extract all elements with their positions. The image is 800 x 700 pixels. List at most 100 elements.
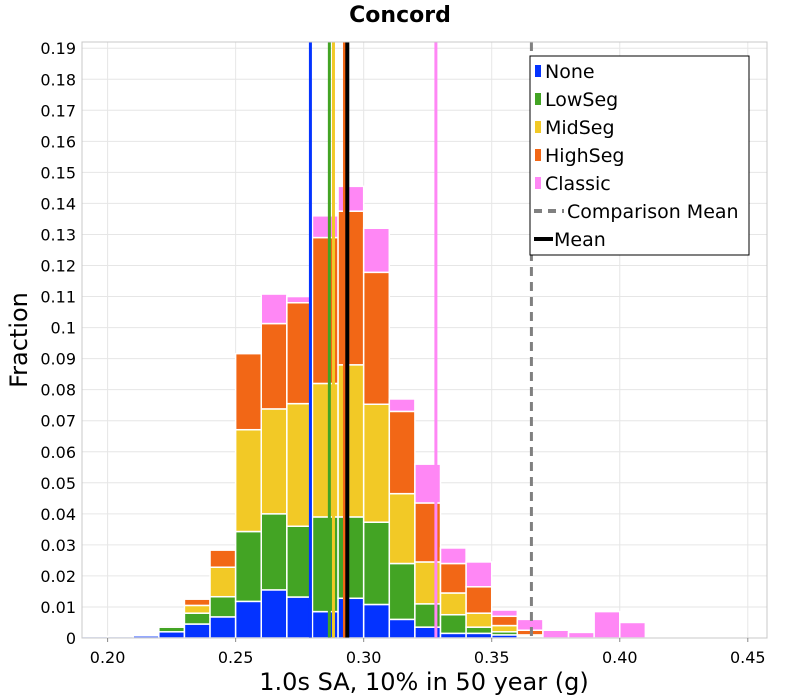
y-tick-label: 0.01 <box>40 598 76 617</box>
y-tick-label: 0.19 <box>40 39 76 58</box>
x-tick-label: 0.35 <box>474 648 510 667</box>
bar-midseg-11 <box>362 403 391 523</box>
x-tick-label: 0.30 <box>346 648 382 667</box>
bar-none-3 <box>158 631 186 639</box>
bar-classic-12 <box>388 398 416 413</box>
plot-area-border <box>81 41 768 639</box>
bar-lowseg-11 <box>362 521 391 606</box>
y-tick-label: 0.18 <box>40 70 76 89</box>
bar-lowseg-6 <box>234 530 263 603</box>
x-tick-label: 0.40 <box>602 648 638 667</box>
legend-swatch-none <box>535 65 541 77</box>
legend-label-comparison-mean: Comparison Mean <box>567 201 739 223</box>
bar-midseg-6 <box>234 428 263 533</box>
legend-label-midseg: MidSeg <box>545 117 615 139</box>
y-tick-label: 0.03 <box>40 536 76 555</box>
y-tick-label: 0.09 <box>40 350 76 369</box>
y-tick-label: 0.06 <box>40 443 76 462</box>
bar-lowseg-14 <box>439 613 467 635</box>
bar-lowseg-10 <box>337 516 365 600</box>
stacked-bars <box>81 185 647 639</box>
y-tick-label: 0.16 <box>40 132 76 151</box>
bar-none-7 <box>260 589 288 639</box>
bar-classic-14 <box>439 547 467 565</box>
bar-midseg-3 <box>158 624 186 628</box>
bar-midseg-10 <box>337 364 365 518</box>
mean-lines <box>308 42 533 638</box>
legend-label-mean: Mean <box>554 229 606 251</box>
x-axis-ticks: 0.20 0.25 0.30 0.35 0.40 0.45 <box>90 638 766 667</box>
bar-none-4 <box>183 623 211 639</box>
legend-swatch-highseg <box>535 149 541 161</box>
bar-midseg-7 <box>260 408 288 515</box>
bar-midseg-8 <box>286 402 314 527</box>
x-tick-label: 0.45 <box>730 648 766 667</box>
x-tick-label: 0.20 <box>90 648 126 667</box>
bar-highseg-11 <box>362 271 391 406</box>
bar-classic-20 <box>593 610 621 639</box>
y-tick-label: 0.11 <box>40 288 76 307</box>
legend-swatch-midseg <box>535 121 541 133</box>
bar-highseg-7 <box>260 322 288 410</box>
y-tick-label: 0.04 <box>40 505 76 524</box>
y-tick-label: 0.15 <box>40 163 76 182</box>
y-tick-label: 0.02 <box>40 567 76 586</box>
bar-none-5 <box>209 616 237 639</box>
bar-midseg-12 <box>388 492 416 565</box>
bar-highseg-16 <box>490 615 519 627</box>
bar-highseg-4 <box>183 598 211 607</box>
legend-swatch-lowseg <box>535 93 541 105</box>
bar-classic-21 <box>619 621 647 639</box>
bar-lowseg-8 <box>286 525 314 598</box>
legend: None LowSeg MidSeg HighSeg Classic Comparison… <box>529 55 750 256</box>
bar-none-6 <box>234 600 263 639</box>
bar-highseg-12 <box>388 410 416 495</box>
bar-highseg-5 <box>209 549 237 568</box>
bar-classic-10 <box>337 185 365 212</box>
bar-classic-19 <box>567 631 595 639</box>
chart-title: Concord <box>349 3 451 28</box>
bar-none-11 <box>362 603 391 639</box>
legend-swatch-classic <box>535 177 541 189</box>
bar-midseg-15 <box>465 612 493 628</box>
legend-label-lowseg: LowSeg <box>545 89 618 111</box>
y-tick-label: 0.12 <box>40 257 76 276</box>
y-tick-label: 0.17 <box>40 101 76 120</box>
y-tick-label: 0.07 <box>40 412 76 431</box>
y-axis-label: Fraction <box>5 292 33 388</box>
y-tick-label: 0.08 <box>40 381 76 400</box>
bar-highseg-8 <box>286 302 314 405</box>
bar-classic-18 <box>542 629 570 639</box>
y-tick-label: 0.14 <box>40 194 76 213</box>
bar-lowseg-4 <box>183 612 211 625</box>
bar-lowseg-7 <box>260 513 288 591</box>
y-tick-label: 0 <box>66 629 76 648</box>
bar-none-10 <box>337 597 365 639</box>
y-tick-label: 0.1 <box>51 319 76 338</box>
bar-highseg-14 <box>439 562 467 594</box>
bar-lowseg-15 <box>465 626 493 635</box>
legend-label-classic: Classic <box>545 173 611 195</box>
bar-none-8 <box>286 596 314 639</box>
y-tick-label: 0.05 <box>40 474 76 493</box>
bar-classic-7 <box>260 293 288 325</box>
bar-lowseg-12 <box>388 562 416 621</box>
bar-midseg-5 <box>209 566 237 598</box>
bar-highseg-6 <box>234 352 263 431</box>
bar-none-12 <box>388 618 416 639</box>
bar-highseg-15 <box>465 586 493 614</box>
bar-classic-11 <box>362 227 391 274</box>
x-axis-label: 1.0s SA, 10% in 50 year (g) <box>259 668 588 696</box>
bar-classic-15 <box>465 561 493 588</box>
bar-midseg-16 <box>490 624 519 633</box>
bar-highseg-10 <box>337 210 365 366</box>
bar-classic-8 <box>286 295 314 304</box>
bar-midseg-4 <box>183 604 211 614</box>
bar-midseg-14 <box>439 592 467 616</box>
bar-classic-16 <box>490 609 519 618</box>
y-tick-label: 0.13 <box>40 225 76 244</box>
bar-lowseg-5 <box>209 595 237 618</box>
legend-label-none: None <box>545 61 595 83</box>
x-tick-label: 0.25 <box>218 648 254 667</box>
